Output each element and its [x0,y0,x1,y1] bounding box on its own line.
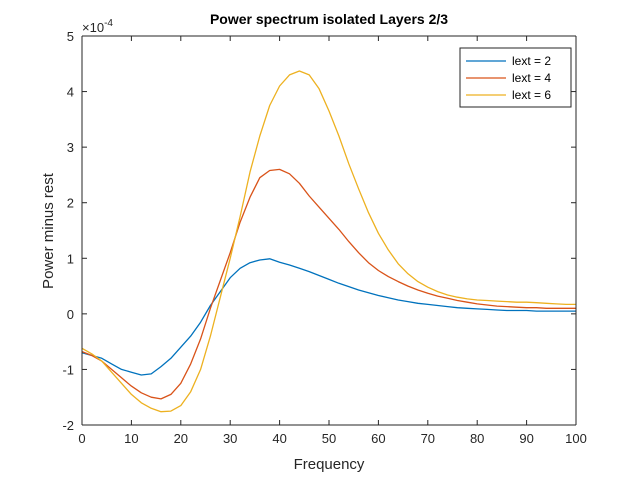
y-tick-label: 3 [67,140,74,155]
legend-label: lext = 6 [512,88,551,102]
series-line-2 [81,168,576,400]
y-tick-label: 1 [67,251,74,266]
y-exponent-label: ×10-4 [82,18,113,35]
y-tick-label: -2 [62,418,74,433]
x-tick-label: 80 [470,431,484,446]
x-tick-label: 30 [223,431,237,446]
x-tick-label: 40 [272,431,286,446]
y-exponent-prefix: ×10 [82,20,104,35]
x-tick-label: 70 [421,431,435,446]
y-tick-label: 0 [67,307,74,322]
series-line-3 [81,70,576,413]
x-tick-label: 60 [371,431,385,446]
x-tick-label: 10 [124,431,138,446]
x-tick-label: 90 [519,431,533,446]
x-tick-label: 0 [78,431,85,446]
y-tick-label: -1 [62,362,74,377]
y-tick-label: 2 [67,196,74,211]
y-tick-label: 4 [67,85,74,100]
series-layer [81,70,576,413]
x-tick-label: 20 [174,431,188,446]
y-exponent-power: -4 [104,18,113,29]
y-tick-label: 5 [67,29,74,44]
legend-label: lext = 2 [512,54,551,68]
x-tick-label: 100 [565,431,587,446]
chart-title: Power spectrum isolated Layers 2/3 [210,11,448,27]
y-axis-label: Power minus rest [40,172,57,289]
legend-label: lext = 4 [512,71,551,85]
x-tick-label: 50 [322,431,336,446]
ticks-layer: 0 10 20 30 40 50 60 70 80 90 100 -2 -1 0 1 2 3 4 5 [62,29,586,446]
legend: lext = 2 lext = 4 lext = 6 [459,47,572,108]
series-line-1 [81,258,576,376]
x-axis-label: Frequency [294,456,365,473]
